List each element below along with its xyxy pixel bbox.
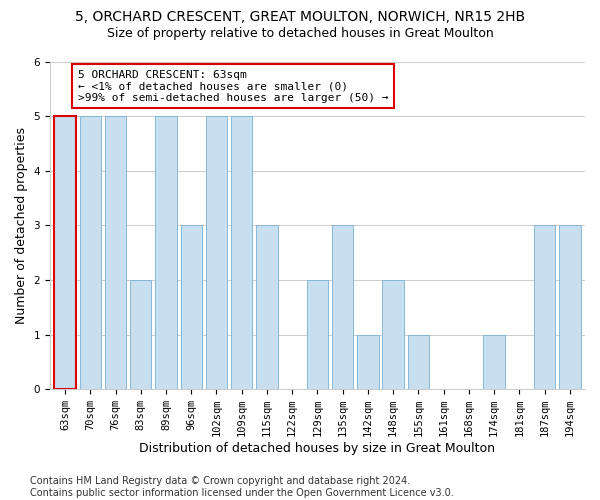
Bar [206,116,227,389]
Text: 5, ORCHARD CRESCENT, GREAT MOULTON, NORWICH, NR15 2HB: 5, ORCHARD CRESCENT, GREAT MOULTON, NORW… [75,10,525,24]
Bar [231,116,253,389]
Bar [256,226,278,389]
Bar [130,280,151,389]
Bar [357,334,379,389]
Bar [181,226,202,389]
Text: 5 ORCHARD CRESCENT: 63sqm
← <1% of detached houses are smaller (0)
>99% of semi-: 5 ORCHARD CRESCENT: 63sqm ← <1% of detac… [77,70,388,103]
Bar [332,226,353,389]
X-axis label: Distribution of detached houses by size in Great Moulton: Distribution of detached houses by size … [139,442,496,455]
Bar [534,226,556,389]
Bar [559,226,581,389]
Bar [55,116,76,389]
Bar [105,116,126,389]
Bar [80,116,101,389]
Bar [155,116,177,389]
Text: Contains HM Land Registry data © Crown copyright and database right 2024.
Contai: Contains HM Land Registry data © Crown c… [30,476,454,498]
Bar [55,116,76,389]
Bar [307,280,328,389]
Bar [484,334,505,389]
Bar [407,334,429,389]
Text: Size of property relative to detached houses in Great Moulton: Size of property relative to detached ho… [107,28,493,40]
Y-axis label: Number of detached properties: Number of detached properties [15,127,28,324]
Bar [382,280,404,389]
